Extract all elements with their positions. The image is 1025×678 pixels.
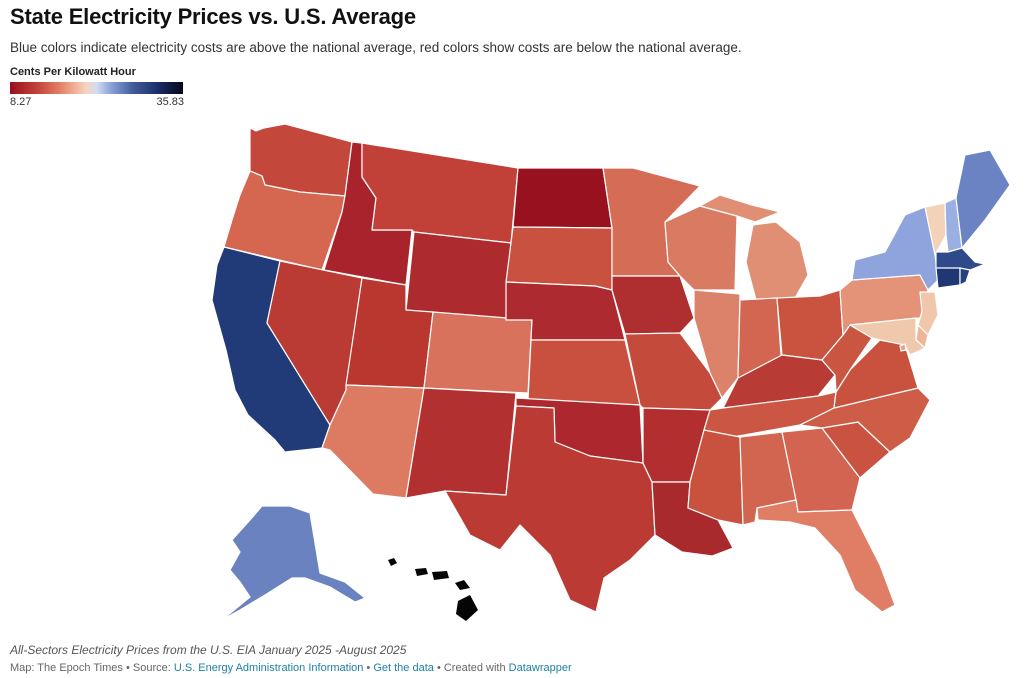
legend-title: Cents Per Kilowatt Hour [10, 66, 136, 78]
map-credit: Map: The Epoch Times [10, 662, 123, 674]
state-MO[interactable] [624, 332, 723, 411]
state-HI-4[interactable] [455, 580, 470, 590]
state-HI-2[interactable] [415, 568, 428, 576]
state-AK[interactable] [221, 505, 366, 621]
state-MT[interactable] [361, 142, 519, 244]
legend-gradient-bar [10, 82, 183, 94]
state-CO[interactable] [423, 311, 533, 394]
chart-subtitle: Blue colors indicate electricity costs a… [10, 40, 742, 55]
state-CT[interactable] [935, 267, 961, 289]
legend-max-label: 35.83 [156, 96, 184, 108]
state-RI[interactable] [959, 267, 971, 286]
state-SD[interactable] [505, 226, 613, 291]
state-FL[interactable] [756, 499, 896, 613]
get-data-link[interactable]: Get the data [373, 662, 434, 674]
footer-separator: • Created with [433, 662, 509, 674]
state-DC[interactable] [899, 343, 907, 352]
footer-credits: Map: The Epoch Times • Source: U.S. Ener… [10, 662, 572, 674]
state-KS[interactable] [527, 339, 641, 406]
state-TX[interactable] [444, 405, 656, 613]
source-link[interactable]: U.S. Energy Administration Information [173, 662, 364, 674]
data-source-note: All-Sectors Electricity Prices from the … [10, 643, 407, 657]
color-legend: Cents Per Kilowatt Hour 8.27 35.83 [10, 66, 184, 108]
legend-labels: 8.27 35.83 [10, 96, 184, 108]
legend-min-label: 8.27 [10, 96, 32, 108]
state-HI-3[interactable] [432, 571, 449, 580]
state-MI-UP[interactable] [699, 194, 781, 223]
state-NC[interactable] [799, 387, 931, 453]
state-MD[interactable] [849, 317, 926, 356]
state-NM[interactable] [405, 387, 517, 499]
footer-separator: • Source: [122, 662, 174, 674]
state-IA[interactable] [611, 275, 695, 335]
us-state-map [211, 123, 1011, 621]
footer-separator: • [363, 662, 374, 674]
state-HI-5[interactable] [456, 595, 478, 621]
datawrapper-link[interactable]: Datawrapper [508, 662, 572, 674]
state-WY[interactable] [405, 231, 512, 321]
state-MA[interactable] [935, 247, 986, 271]
state-HI-1[interactable] [388, 558, 397, 566]
state-IL[interactable] [693, 289, 741, 399]
chart-title: State Electricity Prices vs. U.S. Averag… [10, 4, 416, 29]
state-MI[interactable] [745, 221, 809, 301]
state-ND[interactable] [512, 167, 613, 229]
state-ME[interactable] [955, 149, 1011, 249]
